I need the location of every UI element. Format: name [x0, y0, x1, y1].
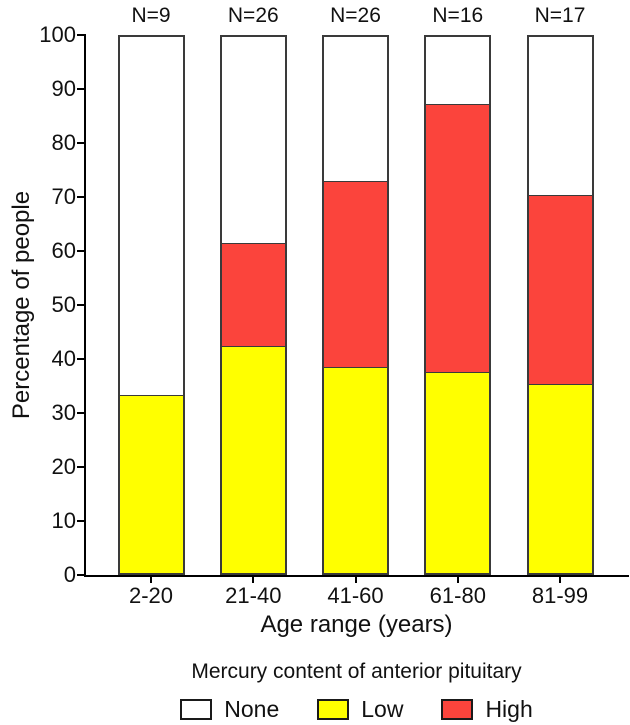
y-tick: [77, 196, 86, 198]
y-tick-label: 80: [51, 130, 76, 155]
y-tick: [77, 34, 86, 36]
legend-item-low: Low: [317, 696, 403, 722]
y-tick-label: 10: [51, 508, 76, 533]
x-tick-label: 41-60: [327, 583, 384, 608]
n-count-label: N=26: [227, 4, 279, 27]
y-tick: [77, 412, 86, 414]
y-tick: [77, 304, 86, 306]
x-tick: [252, 575, 255, 583]
x-tick: [150, 575, 152, 583]
x-tick-label: 61-80: [429, 583, 486, 608]
x-tick-label: 2-20: [128, 583, 174, 608]
segment-boundary-line: [324, 180, 387, 183]
y-tick: [77, 88, 86, 90]
x-tick-label: 21-40: [225, 583, 282, 608]
x-tick: [559, 575, 561, 583]
y-tick: [77, 142, 86, 144]
legend-label: None: [224, 696, 280, 722]
y-tick-label: 40: [51, 346, 76, 371]
bar-segment-high: [324, 181, 387, 367]
n-count-label: N=16: [432, 4, 484, 27]
segment-boundary-line: [426, 103, 490, 105]
y-tick-label: 70: [51, 184, 76, 209]
y-axis-title: Percentage of people: [8, 190, 35, 420]
segment-boundary-line: [528, 193, 592, 196]
segment-boundary-line: [324, 365, 387, 368]
bar-segment-none: [528, 37, 592, 195]
y-tick: [77, 250, 86, 252]
y-tick: [77, 520, 86, 522]
bar-segment-low: [528, 383, 592, 573]
plot-area: 0 10 20 30 40 50 60 70 80 90 100 N=9 N=26 N=26 N=16 N=…: [39, 4, 629, 608]
segment-boundary-line: [221, 345, 285, 348]
segment-boundary-line: [119, 393, 183, 396]
legend-title: Mercury content of anterior pituitary: [191, 660, 522, 683]
y-tick: [77, 574, 86, 576]
bar-segment-low: [221, 346, 285, 573]
y-tick: [77, 466, 86, 468]
bar-segment-none: [426, 37, 490, 104]
y-tick-label: 100: [39, 22, 76, 47]
legend-swatch-low: [317, 698, 350, 720]
bar-segment-low: [119, 394, 183, 573]
y-tick: [77, 358, 86, 360]
y-tick-label: 60: [51, 238, 76, 263]
segment-boundary-line: [528, 382, 592, 385]
segment-boundary-line: [221, 242, 285, 245]
bar-segment-high: [528, 194, 592, 384]
legend-label: Low: [361, 696, 404, 722]
y-tick-label: 50: [51, 292, 76, 317]
y-tick-label: 30: [51, 400, 76, 425]
bar-segment-none: [221, 37, 285, 244]
n-count-label: N=9: [131, 4, 171, 27]
bar-81-99: [526, 35, 594, 575]
legend-label: High: [485, 696, 533, 722]
bar-segment-low: [324, 366, 387, 573]
legend-row: None Low High: [84, 696, 629, 722]
bar-21-40: [219, 35, 287, 575]
bar-segment-none: [119, 37, 183, 395]
x-tick: [456, 575, 459, 583]
y-tick-label: 20: [51, 454, 76, 479]
bar-61-80: [424, 35, 492, 575]
legend-swatch-none: [180, 698, 213, 720]
bar-2-20: [117, 35, 185, 575]
bar-41-60: [322, 35, 389, 575]
n-count-label: N=17: [534, 4, 586, 27]
bar-segment-none: [324, 37, 387, 182]
y-tick-label: 90: [51, 76, 76, 101]
y-tick-label: 0: [63, 562, 76, 587]
legend-item-high: High: [441, 696, 533, 722]
bar-segment-high: [426, 104, 490, 372]
segment-boundary-line: [426, 371, 490, 373]
bar-segment-low: [426, 372, 490, 573]
x-tick: [354, 575, 357, 583]
n-count-label: N=26: [330, 4, 381, 27]
legend: Mercury content of anterior pituitary No…: [84, 660, 629, 722]
bar-segment-high: [221, 243, 285, 347]
legend-swatch-high: [441, 698, 474, 720]
legend-item-none: None: [180, 696, 279, 722]
x-axis-title: Age range (years): [260, 611, 453, 638]
x-tick-label: 81-99: [531, 583, 589, 608]
